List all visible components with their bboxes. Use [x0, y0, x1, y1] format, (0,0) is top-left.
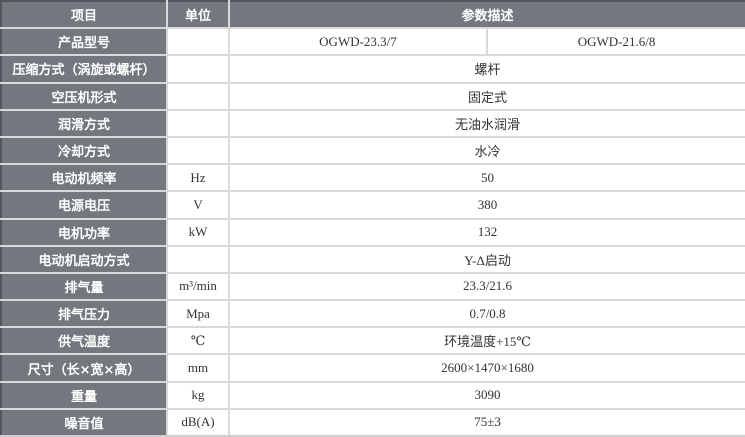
unit-cell: mm: [166, 353, 230, 383]
table-row: 排气量 m³/min 23.3/21.6: [0, 271, 745, 302]
column-header-params: 参数描述: [227, 0, 745, 30]
value-cell-model-right: OGWD-21.6/8: [485, 27, 745, 57]
table-row: 电机功率 kW 132: [0, 217, 745, 247]
table-row: 重量 kg 3090: [0, 380, 745, 410]
table-row: 电源电压 V 380: [0, 190, 745, 220]
value-cell: 23.3/21.6: [227, 271, 745, 302]
value-cell: 3090: [227, 380, 745, 410]
table-row: 排气压力 Mpa 0.7/0.8: [0, 299, 745, 329]
value-cell: 螺杆: [227, 54, 745, 84]
row-label: 排气量: [0, 271, 168, 302]
table-row: 冷却方式 水冷: [0, 135, 745, 166]
row-label: 供气温度: [0, 326, 168, 356]
unit-cell: [166, 135, 230, 166]
unit-cell: [166, 244, 230, 274]
table-row-model: 产品型号 OGWD-23.3/7 OGWD-21.6/8: [0, 27, 745, 57]
value-cell-model-left: OGWD-23.3/7: [228, 27, 488, 57]
table-row: 尺寸（长×宽×高） mm 2600×1470×1680: [0, 353, 745, 383]
row-label: 压缩方式（涡旋或螺杆）: [0, 54, 168, 84]
table-row: 供气温度 ℃ 环境温度+15℃: [0, 326, 745, 356]
table-row: 噪音值 dB(A) 75±3: [0, 407, 745, 437]
value-cell: 132: [227, 217, 745, 247]
table-row: 空压机形式 固定式: [0, 81, 745, 111]
header-row: 项目 单位 参数描述: [0, 0, 745, 30]
row-label: 电动机启动方式: [0, 244, 168, 274]
value-cell: 水冷: [227, 135, 745, 166]
unit-cell: Hz: [166, 163, 230, 193]
value-cell: 无油水润滑: [227, 108, 745, 138]
row-label: 尺寸（长×宽×高）: [0, 353, 168, 383]
row-label: 电源电压: [0, 190, 168, 220]
table-row: 压缩方式（涡旋或螺杆） 螺杆: [0, 54, 745, 84]
unit-cell: Mpa: [166, 299, 230, 329]
value-cell: 2600×1470×1680: [227, 353, 745, 383]
unit-cell: V: [166, 190, 230, 220]
unit-cell: [166, 54, 230, 84]
value-cell: 0.7/0.8: [227, 299, 745, 329]
row-label: 排气压力: [0, 299, 168, 329]
column-header-unit: 单位: [166, 0, 230, 30]
value-cell: 75±3: [227, 407, 745, 437]
unit-cell: ℃: [166, 326, 230, 356]
value-cell: 380: [227, 190, 745, 220]
value-cell: 固定式: [227, 81, 745, 111]
table-row: 电动机启动方式 Y-Δ启动: [0, 244, 745, 274]
unit-cell: kW: [166, 217, 230, 247]
unit-cell: dB(A): [166, 407, 230, 437]
row-label: 产品型号: [0, 27, 168, 57]
row-label: 电动机频率: [0, 163, 168, 193]
column-header-item: 项目: [0, 0, 168, 30]
value-cell: Y-Δ启动: [227, 244, 745, 274]
row-label: 电机功率: [0, 217, 168, 247]
unit-cell: [166, 108, 230, 138]
row-label: 冷却方式: [0, 135, 168, 166]
value-cell: 环境温度+15℃: [227, 326, 745, 356]
row-label: 噪音值: [0, 407, 168, 437]
unit-cell: kg: [166, 380, 230, 410]
unit-cell: [166, 81, 230, 111]
row-label: 重量: [0, 380, 168, 410]
table-row: 电动机频率 Hz 50: [0, 163, 745, 193]
unit-cell: [166, 27, 230, 57]
unit-cell: m³/min: [166, 271, 230, 302]
value-cell: 50: [227, 163, 745, 193]
row-label: 空压机形式: [0, 81, 168, 111]
table-row: 润滑方式 无油水润滑: [0, 108, 745, 138]
row-label: 润滑方式: [0, 108, 168, 138]
